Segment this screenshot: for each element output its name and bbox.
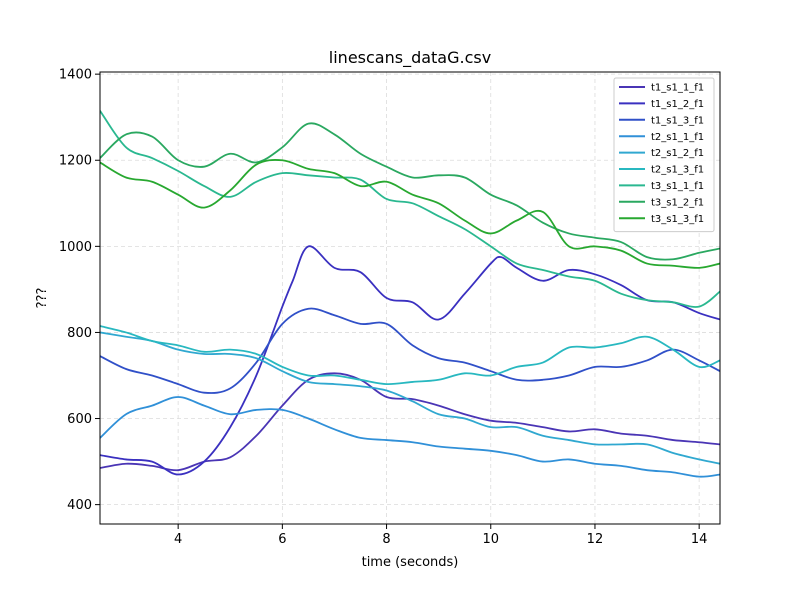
x-tick-label: 14 [691,532,708,547]
x-tick-label: 4 [174,532,182,547]
series-line-t3_s1_2_f1 [100,122,720,261]
y-tick-label: 800 [67,326,92,341]
axis-ticks: 4 6 8 10 12 14 400 600 800 1000 1200 1400 [59,68,708,547]
y-tick-label: 1000 [59,240,92,255]
x-axis-label: time (seconds) [362,555,459,570]
series-line-t1_s1_3_f1 [100,307,720,394]
chart-title: linescans_dataG.csv [329,48,491,68]
series-line-t1_s1_2_f1 [100,245,720,476]
x-tick-label: 12 [587,532,604,547]
series-lines [100,110,720,478]
legend-entry: t3_s1_3_f1 [651,214,704,225]
legend-entry: t1_s1_1_f1 [651,83,704,94]
legend-entry: t2_s1_1_f1 [651,132,704,143]
series-line-t2_s1_3_f1 [100,325,720,386]
legend-entry: t3_s1_1_f1 [651,181,704,192]
legend: t1_s1_1_f1 t1_s1_2_f1 t1_s1_3_f1 t2_s1_1_f1… [613,77,715,233]
legend-entry: t2_s1_2_f1 [651,148,704,159]
y-tick-label: 400 [67,498,92,513]
x-tick-label: 6 [278,532,286,547]
y-tick-label: 1400 [59,68,92,83]
legend-entry: t1_s1_3_f1 [651,115,704,126]
x-tick-label: 8 [382,532,390,547]
legend-entry: t2_s1_3_f1 [651,165,704,176]
series-line-t2_s1_2_f1 [100,331,720,465]
plot-frame [99,71,721,525]
legend-entry: t3_s1_2_f1 [651,197,704,208]
legend-entry: t1_s1_2_f1 [651,99,704,110]
y-tick-label: 1200 [59,154,92,169]
series-line-t3_s1_1_f1 [100,110,720,308]
series-line-t3_s1_3_f1 [100,159,720,269]
x-tick-label: 10 [482,532,499,547]
y-tick-label: 600 [67,412,92,427]
y-axis-label: ??? [35,288,50,309]
legend-box [613,77,715,233]
series-line-t2_s1_1_f1 [100,396,720,478]
